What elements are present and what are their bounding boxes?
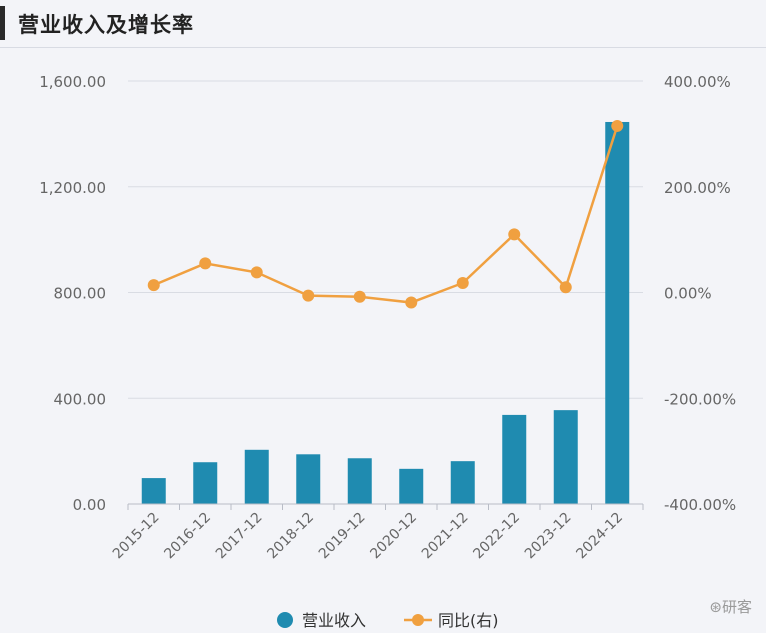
line-point [559, 281, 572, 294]
x-tick-label: 2019-12 [316, 510, 369, 563]
right-tick-label: 400.00% [664, 73, 731, 91]
watermark-icon: ⊛ [709, 598, 722, 616]
bar [399, 468, 424, 504]
bar-series [141, 121, 630, 505]
line-point [353, 290, 366, 303]
bar [141, 478, 166, 504]
bar [605, 121, 630, 505]
legend-bar-label: 营业收入 [302, 611, 366, 630]
growth-line [153, 125, 619, 304]
bar [296, 454, 321, 504]
x-tick-label: 2021-12 [419, 510, 472, 563]
line-point [302, 289, 315, 302]
x-tick-label: 2018-12 [264, 510, 317, 563]
bar [244, 449, 269, 504]
left-tick-label: 1,200.00 [39, 179, 106, 197]
x-tick-label: 2023-12 [522, 510, 575, 563]
watermark: ⊛研客 [709, 596, 752, 617]
legend-bar-marker [277, 612, 293, 628]
right-tick-label: -400.00% [664, 496, 736, 514]
x-tick-label: 2017-12 [213, 510, 266, 563]
bar [193, 462, 218, 504]
watermark-text: 研客 [721, 598, 752, 616]
bar [347, 458, 372, 504]
x-tick-label: 2015-12 [110, 510, 163, 563]
x-tick-label: 2016-12 [161, 510, 214, 563]
right-tick-label: -200.00% [664, 390, 736, 408]
line-point [199, 257, 212, 270]
left-axis-ticks: 0.00 400.00 800.00 1,200.00 1,600.00 [39, 73, 106, 514]
x-tick-label: 2024-12 [573, 510, 626, 563]
left-tick-label: 0.00 [73, 496, 106, 514]
line-point [405, 296, 418, 309]
left-tick-label: 400.00 [54, 390, 107, 408]
left-tick-label: 800.00 [54, 285, 107, 303]
line-point [250, 266, 263, 279]
line-point [611, 119, 624, 132]
left-tick-label: 1,600.00 [39, 73, 106, 91]
chart-title: 营业收入及增长率 [18, 13, 194, 37]
x-tick-label: 2020-12 [367, 510, 420, 563]
bar [450, 461, 475, 504]
chart-header: 营业收入及增长率 [0, 0, 766, 48]
legend-line-dot [412, 614, 424, 626]
legend-line-label: 同比(右) [438, 611, 499, 630]
right-axis-ticks: -400.00% -200.00% 0.00% 200.00% 400.00% [664, 73, 736, 514]
line-point [508, 228, 521, 241]
right-tick-label: 200.00% [664, 179, 731, 197]
x-tick-label: 2022-12 [470, 510, 523, 563]
legend: 营业收入 同比(右) [277, 611, 499, 630]
title-accent-bar [0, 6, 5, 40]
x-axis: 2015-122016-122017-122018-122019-122020-… [110, 503, 644, 563]
line-point [456, 276, 469, 289]
line-point [147, 279, 160, 292]
bar [502, 414, 527, 504]
line-series [147, 119, 624, 309]
right-tick-label: 0.00% [664, 285, 712, 303]
bar [553, 410, 578, 504]
